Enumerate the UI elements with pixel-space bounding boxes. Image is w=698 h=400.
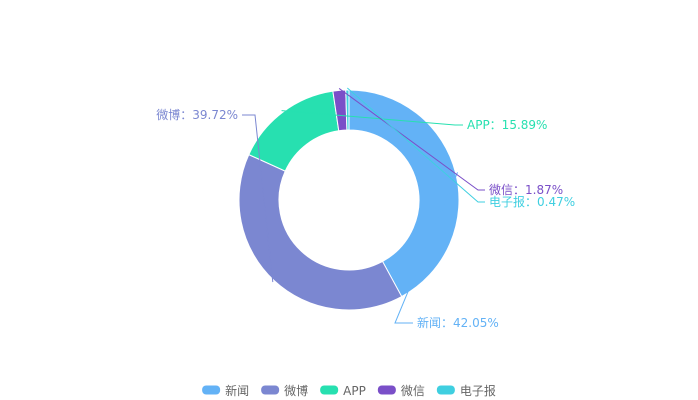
slice-label-1: 新闻：42.05% <box>417 315 499 330</box>
legend-swatch-1 <box>202 385 221 395</box>
slice-labels-layer: 新闻：42.05% 微博：39.72% APP：15.89% 微信：1.87%电子报：… <box>156 107 575 330</box>
legend-item-1[interactable]: 新闻 <box>202 383 249 398</box>
slice-2[interactable] <box>238 153 403 311</box>
slices-layer <box>238 89 460 311</box>
legend-item-2[interactable]: 微博 <box>261 383 308 398</box>
slice-label-2: 微博：39.72% <box>156 107 238 122</box>
slice-label-4: 微信：1.87% <box>489 183 563 197</box>
leader-line-3 <box>281 110 463 126</box>
legend-label-1: 新闻 <box>225 383 249 398</box>
slice-5[interactable] <box>345 89 350 131</box>
legend-swatch-2 <box>261 385 280 395</box>
legend-item-5[interactable]: 电子报 <box>436 383 496 398</box>
leader-line-2 <box>242 114 274 283</box>
slice-label-5: 电子报：0.47% <box>489 194 575 209</box>
legend-swatch-4 <box>377 385 396 395</box>
leader-line-5 <box>347 87 485 203</box>
leader-line-1 <box>394 172 458 324</box>
legend-label-5: 电子报 <box>460 383 496 398</box>
leader-line-4 <box>338 88 485 191</box>
slice-label-3: APP：15.89% <box>467 118 547 132</box>
legend-item-4[interactable]: 微信 <box>377 384 425 398</box>
legend[interactable]: 新闻 微博 APP 微信 电子报 <box>202 383 496 398</box>
legend-label-2: 微博 <box>284 383 308 398</box>
legend-label-4: 微信 <box>401 384 425 398</box>
legend-swatch-3 <box>320 385 339 395</box>
slice-3[interactable] <box>248 90 340 172</box>
leader-lines-layer <box>242 87 485 324</box>
legend-item-3[interactable]: APP <box>320 384 366 398</box>
legend-label-3: APP <box>343 384 366 398</box>
legend-swatch-5 <box>436 385 455 395</box>
